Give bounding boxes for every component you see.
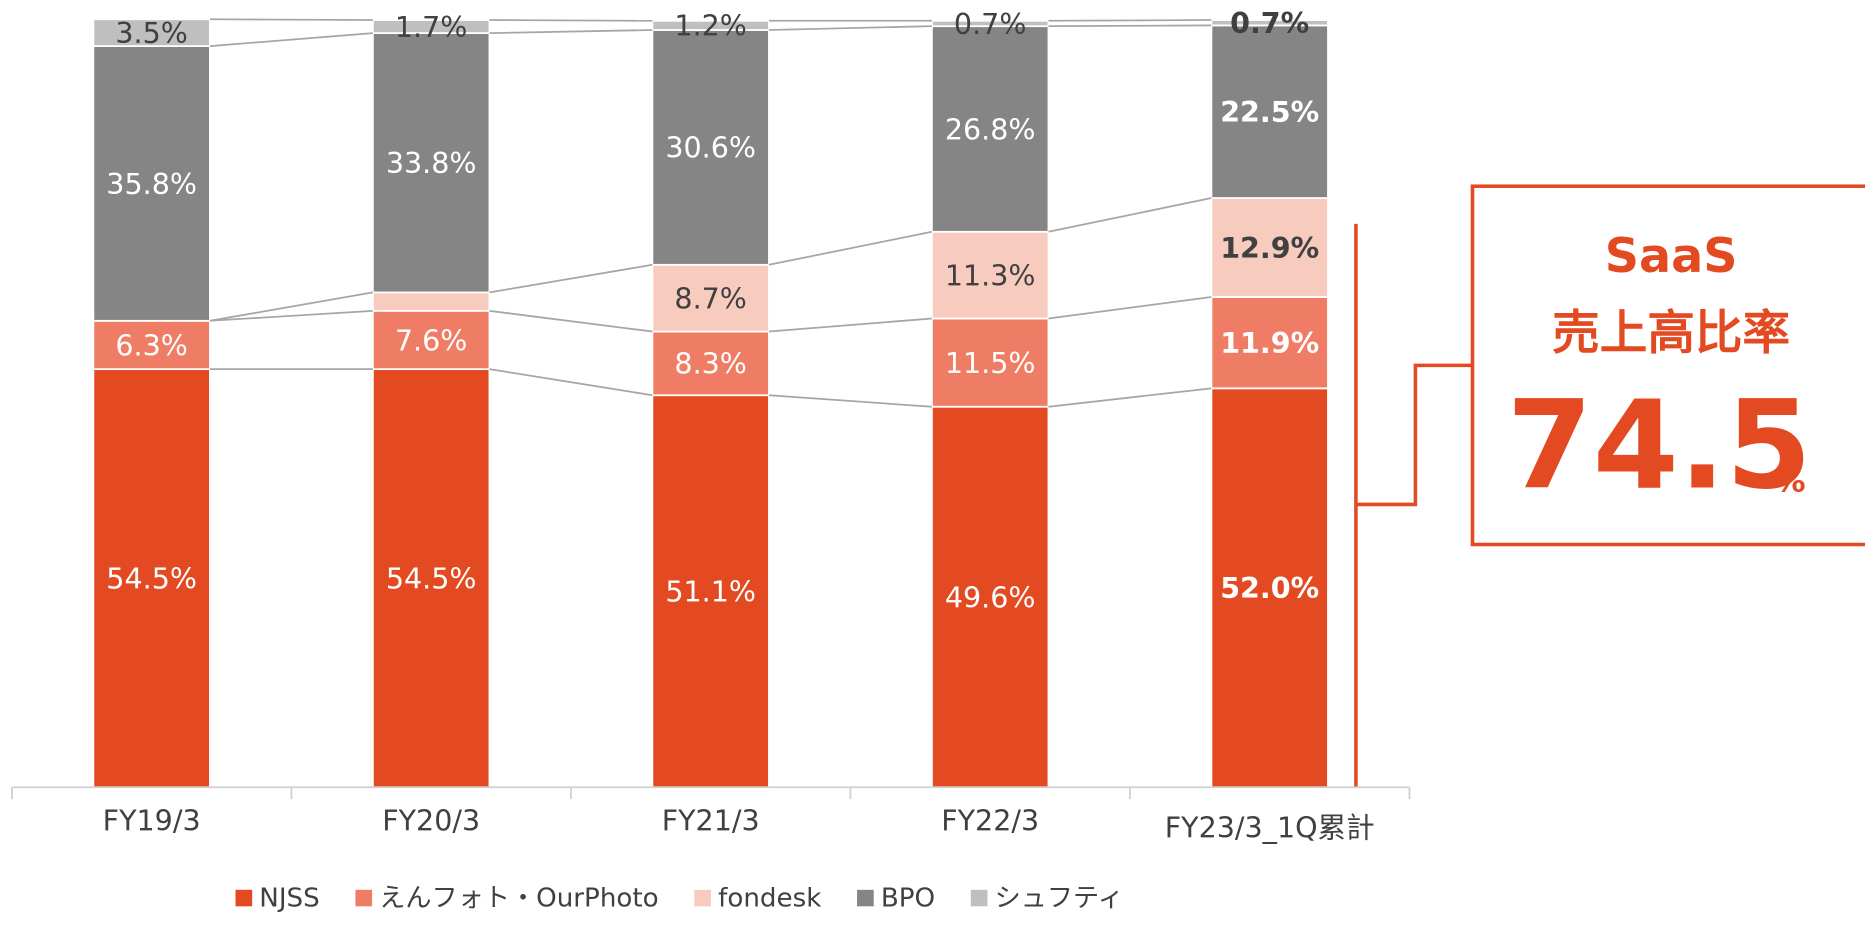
- connector-line: [1048, 197, 1212, 233]
- legend-swatch: [355, 889, 373, 907]
- bar-segment: [371, 291, 491, 312]
- connector-line: [489, 263, 653, 294]
- connector-line: [209, 32, 373, 48]
- connector-line: [489, 19, 653, 22]
- bar-segment: [931, 19, 1050, 28]
- legend-label: NJSS: [259, 884, 319, 914]
- bar-segment: [371, 32, 491, 294]
- callout: SaaS 売上高比率 74.5 %: [1354, 184, 1865, 788]
- bar-segment: [651, 263, 770, 333]
- x-tick-label: FY22/3: [941, 805, 1039, 838]
- data-label: 52.0%: [1220, 572, 1319, 605]
- data-label: 8.7%: [674, 283, 747, 316]
- connector-line: [768, 25, 932, 31]
- bar-segment: [92, 18, 211, 48]
- connector-line: [1048, 296, 1212, 320]
- bracket-connector: [1355, 363, 1473, 507]
- bar-segment: [651, 29, 770, 266]
- data-label: 8.3%: [674, 348, 747, 381]
- x-tick-label: FY21/3: [662, 805, 760, 838]
- legend-swatch: [970, 889, 988, 907]
- data-label: 54.5%: [106, 563, 197, 596]
- data-label: 30.6%: [665, 132, 756, 165]
- bar-segment: [92, 368, 211, 789]
- legend-label: シュフティ: [995, 884, 1124, 914]
- data-label: 54.5%: [386, 563, 477, 596]
- data-label: 6.3%: [115, 329, 188, 362]
- data-label: 22.5%: [1220, 96, 1319, 129]
- connector-line: [209, 18, 373, 21]
- legend-label: BPO: [881, 884, 935, 914]
- callout-label: 売上高比率: [1552, 306, 1790, 361]
- data-label: 3.5%: [115, 17, 188, 50]
- connector-line: [768, 230, 933, 266]
- data-label: 26.8%: [945, 113, 1036, 146]
- bar-segment: [371, 19, 491, 34]
- bar-segment: [1210, 296, 1329, 390]
- callout-value: 74.5: [1507, 375, 1812, 517]
- connector-line: [209, 309, 373, 322]
- connector-line: [1048, 24, 1212, 28]
- callout-unit: %: [1775, 464, 1806, 500]
- data-label: 49.6%: [945, 581, 1036, 614]
- data-label: 11.3%: [945, 260, 1036, 293]
- bar-segment: [651, 19, 770, 31]
- connector-line: [1048, 19, 1212, 22]
- bar-segment: [931, 405, 1050, 789]
- legend-label: fondesk: [718, 884, 821, 914]
- bar-segment: [1210, 24, 1329, 199]
- connector-line: [489, 29, 653, 34]
- callout-box: [1470, 184, 1865, 547]
- data-label: 7.6%: [395, 324, 468, 357]
- legend-swatch: [857, 889, 874, 907]
- data-label: 11.5%: [945, 347, 1036, 380]
- data-label: 33.8%: [386, 147, 477, 180]
- data-label: 0.7%: [954, 8, 1027, 41]
- data-label: 0.7%: [1230, 7, 1309, 40]
- connector-line: [768, 394, 932, 408]
- data-label: 1.2%: [674, 10, 747, 43]
- legend: NJSS えんフォト・OurPhoto fondesk BPO シュフティ: [235, 884, 1124, 914]
- data-label: 11.9%: [1220, 327, 1319, 360]
- x-tick-label: FY19/3: [103, 805, 201, 838]
- bar-segment: [92, 319, 211, 371]
- data-label: 35.8%: [106, 168, 197, 201]
- bar-segment: [1210, 19, 1329, 27]
- x-tick-label: FY23/3_1Q累計: [1165, 812, 1375, 845]
- connector-line: [489, 309, 653, 333]
- bar-segment: [651, 330, 770, 397]
- bar-segment: [931, 25, 1050, 233]
- data-label: 51.1%: [665, 576, 756, 609]
- data-label: 12.9%: [1220, 232, 1319, 265]
- bar-segment: [931, 230, 1050, 320]
- bar-segment: [1210, 387, 1329, 789]
- connector-line: [209, 291, 374, 322]
- connector-line: [768, 317, 932, 333]
- legend-swatch: [694, 889, 711, 907]
- bar-segment: [651, 394, 770, 789]
- x-tick-label: FY20/3: [382, 805, 480, 838]
- bar-segment: [1210, 197, 1329, 298]
- bar-segment: [931, 317, 1050, 408]
- data-label: 1.7%: [395, 11, 468, 44]
- legend-swatch: [235, 889, 253, 907]
- legend-label: えんフォト・OurPhoto: [379, 884, 658, 914]
- callout-label: SaaS: [1605, 229, 1738, 284]
- connector-line: [1048, 387, 1212, 408]
- connector-line: [489, 368, 653, 397]
